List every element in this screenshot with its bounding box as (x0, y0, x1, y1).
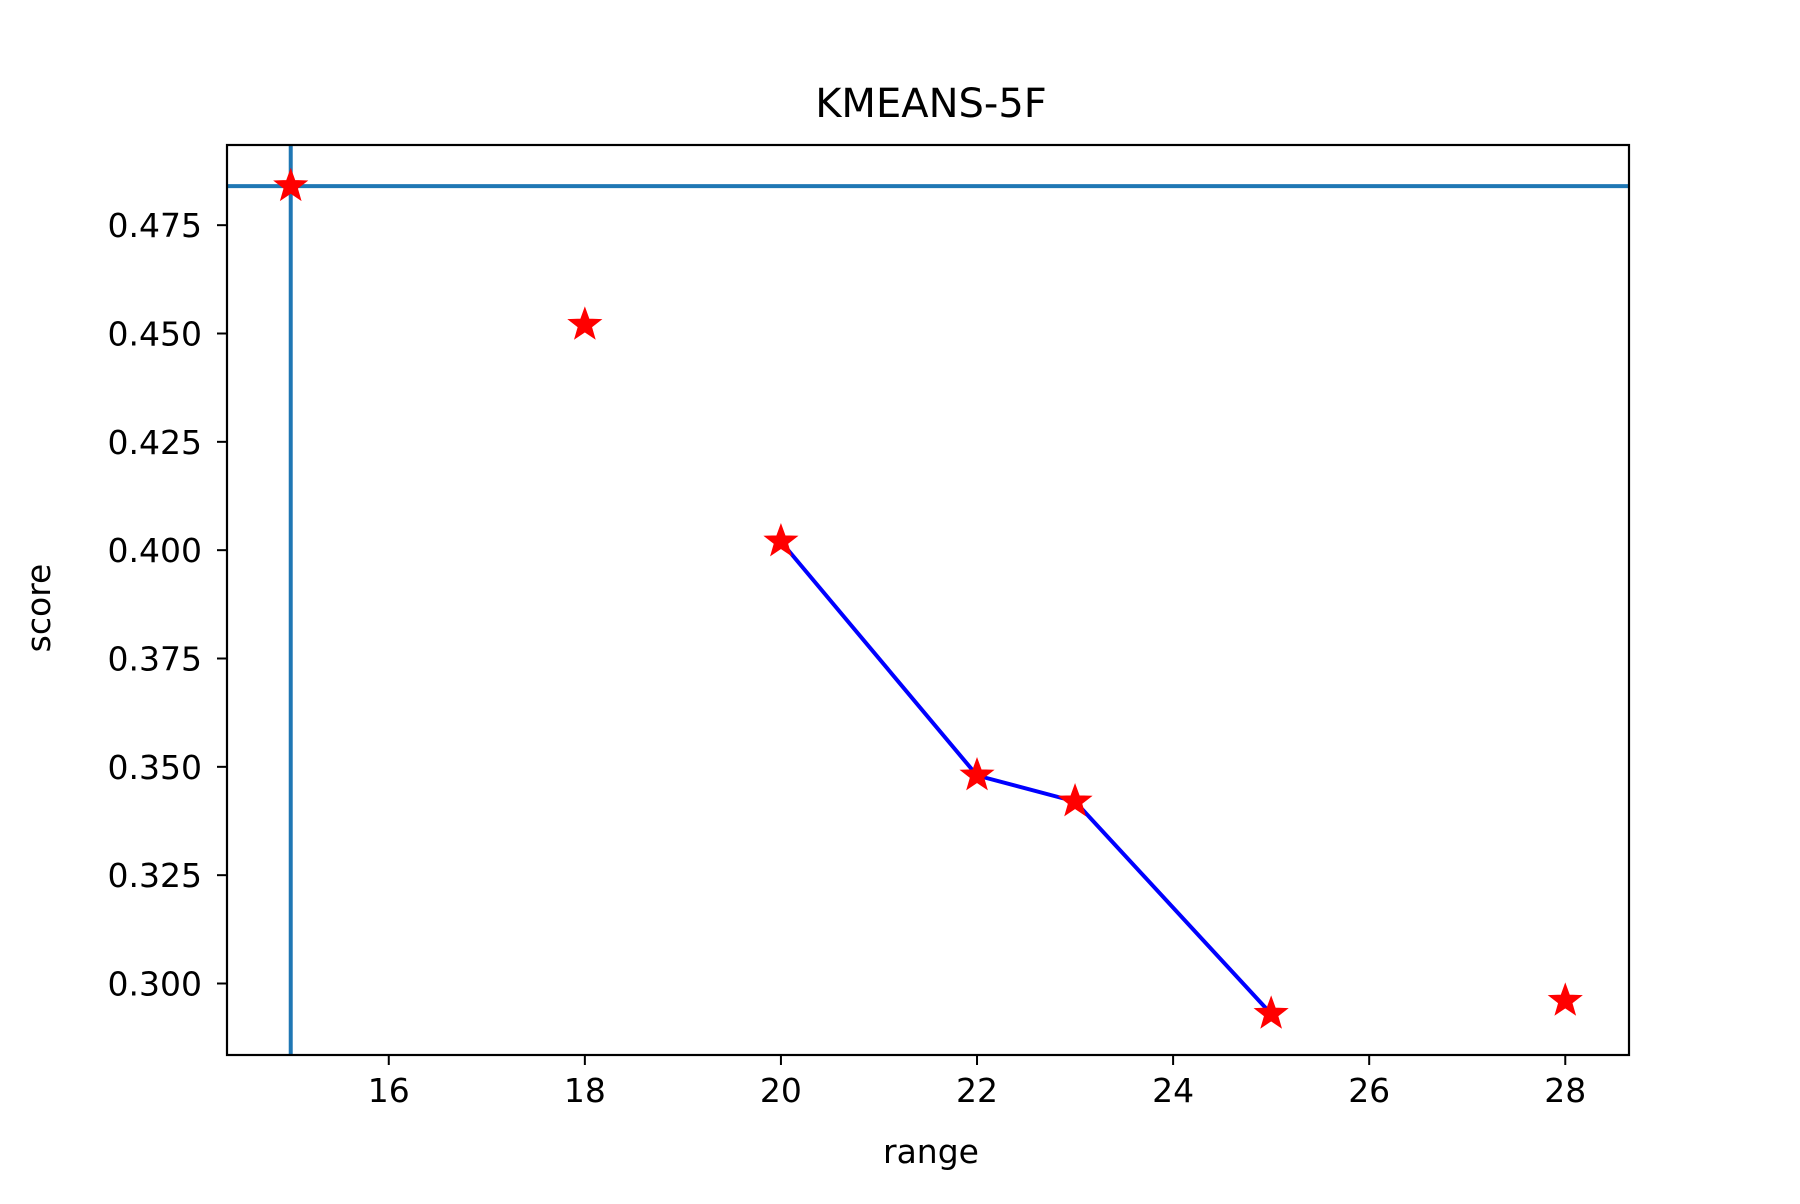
y-tick-label: 0.375 (108, 640, 202, 679)
star-marker (959, 757, 995, 791)
x-tick-label: 18 (564, 1071, 606, 1110)
y-axis-label: score (19, 564, 58, 653)
star-marker (567, 306, 603, 340)
y-tick-label: 0.400 (108, 531, 202, 570)
star-marker (1547, 982, 1583, 1016)
y-tick-label: 0.350 (108, 748, 202, 787)
star-marker (763, 523, 799, 557)
y-tick-label: 0.300 (108, 965, 202, 1004)
plot-area: 16 18 20 22 24 26 28 0.300 0.325 0.350 0.375 0.400 0… (108, 143, 1631, 1110)
x-axis-label: range (883, 1132, 979, 1171)
x-tick-label: 24 (1152, 1071, 1194, 1110)
x-tick-label: 20 (760, 1071, 802, 1110)
chart-title: KMEANS-5F (815, 81, 1047, 127)
x-tick-label: 16 (368, 1071, 410, 1110)
y-tick-label: 0.450 (108, 315, 202, 354)
star-marker (1057, 783, 1093, 817)
star-marker (273, 167, 309, 202)
axes-frame (225, 143, 1631, 1057)
y-tick-label: 0.325 (108, 856, 202, 895)
line-series (779, 540, 1273, 1016)
star-marker (1253, 995, 1289, 1029)
y-tick-label: 0.475 (108, 206, 202, 245)
x-tick-label: 22 (956, 1071, 998, 1110)
y-tick-label: 0.425 (108, 423, 202, 462)
x-tick-label: 26 (1348, 1071, 1390, 1110)
x-tick-label: 28 (1544, 1071, 1586, 1110)
